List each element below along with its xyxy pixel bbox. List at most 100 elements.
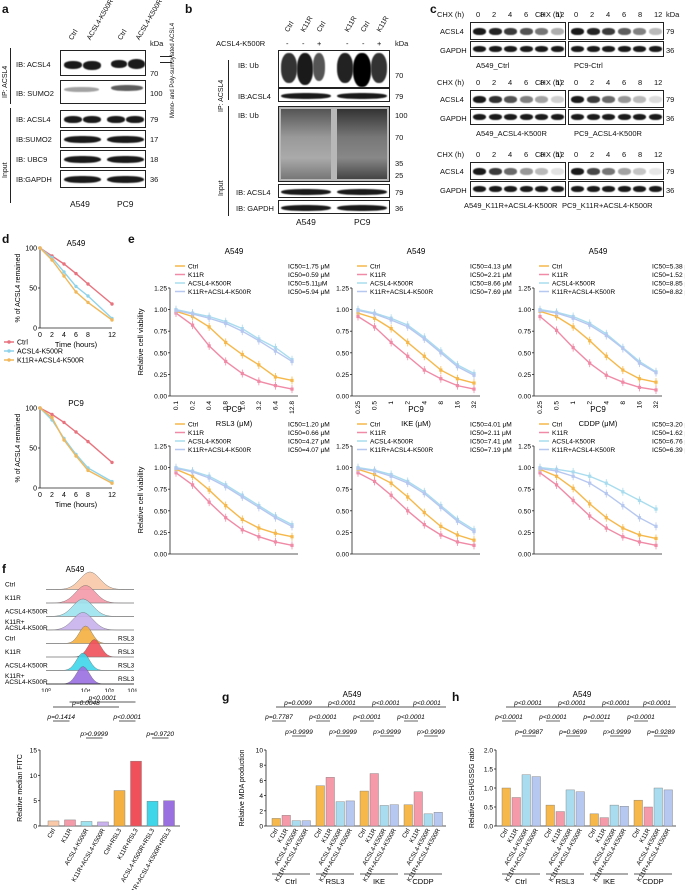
data-point [257, 339, 261, 343]
data-point [406, 509, 410, 513]
band-gapdh [504, 186, 517, 192]
p-value: p=0.1414 [46, 714, 75, 721]
y-tick-label: 15 [30, 748, 38, 755]
data-point [110, 460, 114, 465]
chx-label: CHX (h) [535, 10, 563, 19]
blot-caption: PC9_K11R+ACSL4-K500R [562, 201, 653, 210]
data-point [356, 308, 360, 313]
band-gapdh [504, 114, 517, 120]
band-acsl4 [617, 28, 631, 35]
chx-timepoint: 2 [492, 10, 497, 19]
cell-label: PC9 [117, 199, 134, 209]
bar [97, 821, 109, 827]
x-tick-label: Ctrl [543, 828, 554, 840]
data-point [654, 524, 658, 528]
data-point [554, 328, 559, 332]
y-tick-label: 0.50 [336, 350, 349, 357]
kda-value: 36 [150, 175, 159, 184]
x-tick-label: Ctrl [401, 828, 412, 840]
data-point [110, 302, 114, 306]
chx-label: CHX (h) [437, 150, 465, 159]
chx-timepoint: 8 [540, 78, 545, 87]
panel-label-c: c [430, 2, 437, 16]
band-gapdh [535, 114, 548, 120]
legend-label: K11R+ACSL4-K500R [188, 447, 251, 454]
y-tick-label: 50 [29, 446, 37, 453]
band-gapdh [586, 186, 600, 192]
p-value: p=0.9699 [558, 729, 587, 736]
data-point [224, 359, 228, 364]
p-value: p<0.0001 [601, 700, 630, 707]
data-point [372, 316, 377, 320]
y-axis-label: % of ACSL4 remained [15, 253, 22, 322]
row-label: IB: GAPDH [236, 204, 274, 213]
kda-value: 36 [666, 114, 675, 123]
bar [619, 806, 629, 827]
y-tick-label: 0.0 [484, 824, 493, 831]
p-value: p>0.9999 [79, 731, 108, 738]
blot-gapdh [568, 41, 664, 57]
data-point [62, 438, 66, 442]
data-point [637, 498, 642, 503]
ip-label: IP: ACSL4 [218, 79, 225, 112]
data-point [588, 502, 592, 506]
rsl3-tag: RSL3 [118, 676, 135, 683]
data-point [439, 368, 443, 372]
data-point [654, 388, 658, 392]
ic50-label: IC50=8.85 μM [652, 281, 685, 288]
ic50-label: IC50=5.11μM [288, 281, 327, 288]
chx-timepoint: 12 [556, 10, 565, 19]
legend-label: ACSL4-K500R [370, 281, 413, 288]
chx-timepoint: 0 [476, 78, 481, 87]
data-point [422, 368, 426, 372]
blot-acsl4 [568, 22, 664, 40]
data-point [74, 290, 78, 294]
y-tick-label: 50 [29, 286, 37, 293]
data-point [74, 271, 78, 276]
row-label: ACSL4-K500R [5, 625, 48, 632]
data-point [74, 430, 78, 434]
band-acsl4 [586, 28, 600, 35]
band-gapdh [571, 186, 584, 192]
x-tick-label: 0.1 [173, 401, 180, 410]
ic50-label: IC50=1.52 μM [652, 272, 685, 279]
data-point [455, 540, 460, 544]
band-acsl4 [519, 96, 533, 103]
x-tick-label: 3.2 [256, 401, 263, 410]
band-gapdh [473, 114, 486, 120]
data-point [406, 325, 410, 329]
legend-label: ACSL4-K500R [370, 439, 413, 446]
data-point [110, 481, 114, 485]
row-label: IB: ACSL4 [236, 188, 271, 197]
chx-timepoint: 2 [492, 150, 497, 159]
data-point [554, 311, 559, 315]
legend-label: Ctrl [188, 422, 199, 429]
blot-input-ub [278, 106, 390, 182]
data-point [372, 312, 377, 316]
legend-label: K11R [370, 430, 386, 437]
chx-timepoint: 8 [638, 78, 643, 87]
x-tick-label: 8 [86, 492, 90, 499]
x-tick-label: 0.8 [223, 401, 230, 410]
y-tick-label: 0.75 [518, 487, 531, 494]
data-point [389, 481, 393, 485]
lane-label: K11R [300, 15, 315, 34]
row-label: IB:GAPDH [16, 175, 52, 184]
bar [643, 806, 653, 827]
band-gapdh [648, 186, 662, 192]
data-point [38, 406, 42, 410]
band-acsl4 [535, 28, 548, 35]
band-acsl4 [648, 28, 662, 35]
p-value: p<0.0001 [494, 714, 523, 721]
row-label: IB: SUMO2 [16, 89, 54, 98]
group-label: RSL3 [556, 877, 575, 886]
legend-label: Ctrl [370, 264, 381, 271]
data-point [406, 340, 410, 345]
y-tick-label: 0.00 [154, 394, 167, 401]
chart-title: PC9 [590, 405, 606, 414]
band-gapdh [571, 46, 584, 52]
band-gapdh [633, 186, 646, 192]
x-tick-label: 12 [108, 492, 116, 499]
x-tick-label: Ctrl [269, 828, 280, 840]
data-point [588, 323, 592, 327]
